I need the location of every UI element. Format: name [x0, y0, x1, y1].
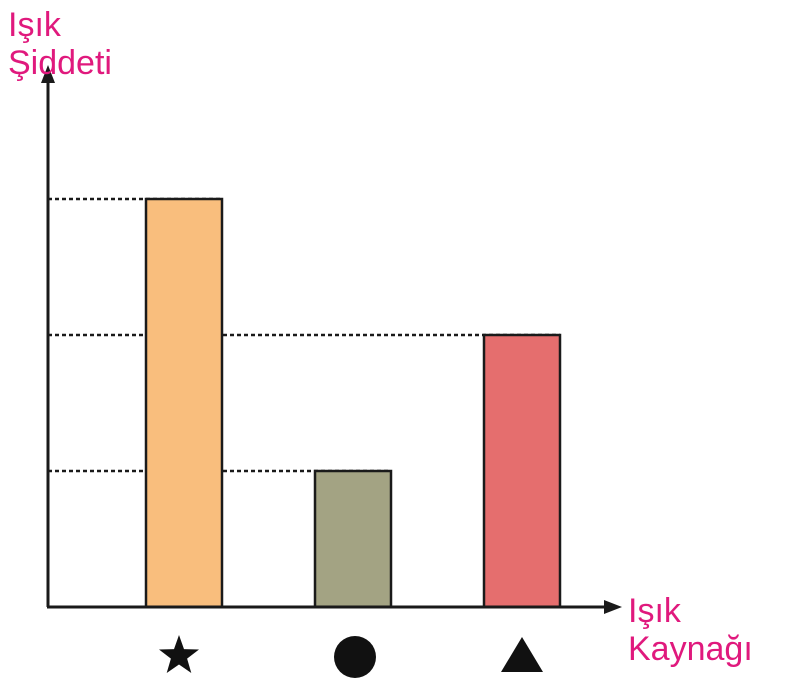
- bar-star: [144, 197, 224, 609]
- y-axis-label-line-2: Şiddeti: [8, 44, 112, 82]
- x-axis-arrow: [604, 600, 622, 614]
- star-icon: [159, 635, 199, 673]
- y-axis-label-line-1: Işık: [8, 6, 61, 44]
- x-axis-label: Işık Kaynağı: [628, 592, 753, 668]
- x-axis-label-line-2: Kaynağı: [628, 630, 753, 668]
- bar-triangle: [482, 333, 562, 609]
- bar-circle: [313, 469, 393, 609]
- y-axis-arrow: [41, 65, 55, 83]
- circle-icon: [334, 636, 376, 678]
- y-axis-label: Işık Şiddeti: [8, 6, 112, 82]
- triangle-icon: [501, 637, 543, 672]
- x-axis-label-line-1: Işık: [628, 592, 681, 630]
